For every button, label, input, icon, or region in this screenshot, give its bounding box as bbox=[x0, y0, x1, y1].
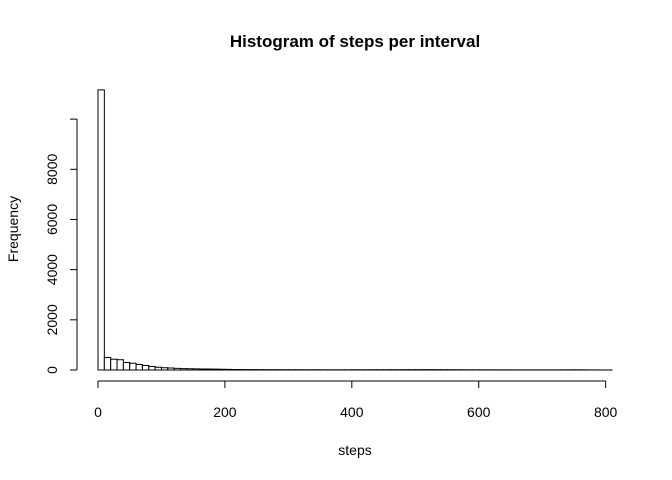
histogram-bar bbox=[192, 368, 201, 371]
y-axis-label: Frequency bbox=[5, 196, 21, 262]
y-tick-label: 4000 bbox=[44, 254, 60, 285]
histogram-bar bbox=[135, 363, 143, 371]
y-tick-label: 0 bbox=[44, 366, 60, 374]
x-axis: 0 200 400 600 800 bbox=[94, 380, 618, 420]
histogram-bar bbox=[199, 368, 207, 371]
y-tick-label: 2000 bbox=[44, 304, 60, 335]
histogram-bar bbox=[173, 367, 181, 371]
histogram-bar bbox=[110, 358, 118, 371]
x-tick-label: 0 bbox=[94, 404, 102, 420]
x-tick-label: 800 bbox=[594, 404, 618, 420]
histogram-bar bbox=[211, 368, 220, 371]
chart-title: Histogram of steps per interval bbox=[230, 32, 480, 51]
x-axis-label: steps bbox=[338, 442, 371, 458]
histogram-bar bbox=[103, 356, 112, 371]
histogram-bar bbox=[224, 368, 232, 371]
y-tick-label: 8000 bbox=[44, 154, 60, 185]
histogram-bar bbox=[141, 364, 150, 371]
histogram-bar bbox=[230, 368, 239, 371]
y-tick-label: 6000 bbox=[44, 204, 60, 235]
histogram-bar bbox=[129, 362, 137, 371]
histogram-bar bbox=[122, 361, 131, 371]
histogram-bar bbox=[116, 359, 124, 371]
histogram-bar bbox=[179, 368, 188, 371]
histogram-bar bbox=[97, 89, 105, 371]
histogram-bar bbox=[154, 366, 162, 371]
histogram-bars bbox=[97, 89, 613, 371]
histogram-bar bbox=[186, 368, 194, 371]
histogram-bar bbox=[167, 367, 175, 371]
y-axis: 0 2000 4000 6000 8000 bbox=[44, 118, 78, 374]
histogram-bar bbox=[148, 365, 156, 371]
histogram-bar bbox=[218, 368, 226, 371]
histogram-bar bbox=[160, 367, 169, 371]
histogram-bar bbox=[205, 368, 213, 371]
x-tick-label: 400 bbox=[340, 404, 364, 420]
x-tick-label: 200 bbox=[213, 404, 237, 420]
x-tick-label: 600 bbox=[467, 404, 491, 420]
